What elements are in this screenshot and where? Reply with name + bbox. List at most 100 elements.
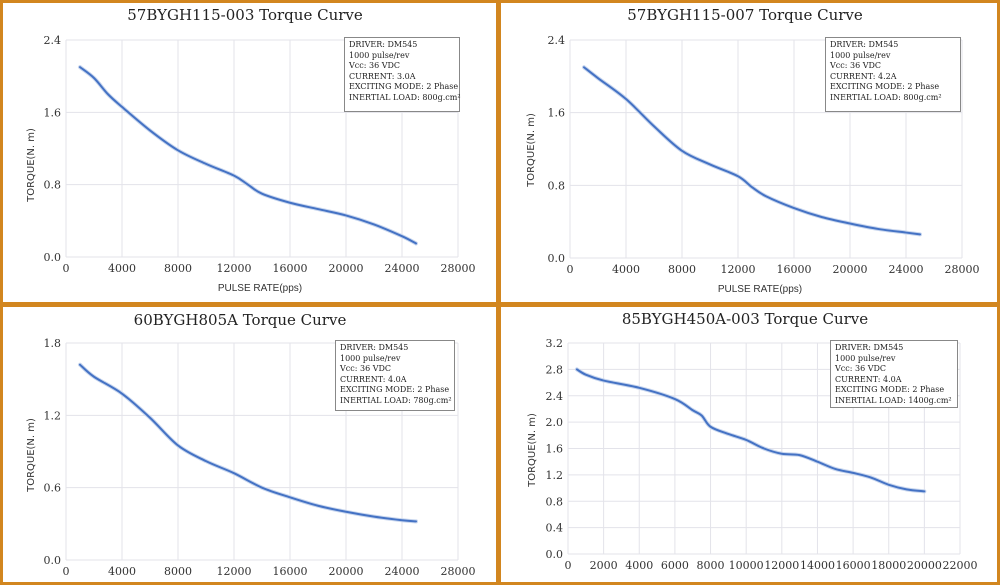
chart-title: 85BYGH450A-003 Torque Curve (622, 310, 868, 328)
y-tick-label: 1.6 (546, 443, 564, 456)
x-tick-label: 0 (565, 559, 572, 572)
y-tick-label: 1.6 (548, 107, 566, 120)
info-driver: DRIVER: DM545 (349, 40, 418, 49)
y-tick-label: 0.0 (546, 548, 564, 561)
x-tick-label: 20000 (329, 565, 364, 578)
chart-panel-57bygh115-003: 0 4000 8000 12000 16000 20000 24000 28000 0.0 0.8… (0, 0, 500, 305)
chart-axes: 0 4000 8000 12000 16000 20000 24000 28000 0.0 0.8… (44, 34, 476, 275)
info-mode: EXCITING MODE: 2 Phase (835, 385, 945, 394)
info-vcc: Vcc: 36 VDC (835, 364, 887, 373)
legend-info-box: DRIVER: DM545 1000 pulse/rev Vcc: 36 VDC… (830, 340, 958, 408)
chart-svg: 0 2000 4000 6000 8000 10000 12000 14000 16000 180… (527, 310, 978, 572)
x-tick-label: 12000 (217, 565, 252, 578)
y-tick-label: 0.4 (546, 522, 564, 535)
x-tick-label: 8000 (668, 263, 696, 276)
x-tick-label: 4000 (108, 262, 136, 275)
x-tick-label: 24000 (889, 263, 924, 276)
torque-line (79, 66, 417, 245)
chart-panel-60bygh805a: 0 4000 8000 12000 16000 20000 24000 28000 0.0 0.6… (0, 305, 500, 585)
legend-info-box: DRIVER: DM545 1000 pulse/rev Vcc: 36 VDC… (825, 37, 961, 112)
x-tick-label: 2000 (590, 559, 618, 572)
info-pulse: 1000 pulse/rev (830, 50, 891, 60)
x-tick-label: 16000 (273, 565, 308, 578)
info-load: INERTIAL LOAD: 800g.cm² (349, 92, 461, 102)
info-pulse: 1000 pulse/rev (340, 353, 401, 363)
x-tick-label: 28000 (441, 262, 476, 275)
panel-divider-horizontal (0, 302, 1000, 307)
x-tick-label: 24000 (385, 262, 420, 275)
info-current: CURRENT: 3.0A (349, 71, 416, 81)
x-tick-label: 6000 (661, 559, 689, 572)
x-tick-label: 18000 (871, 559, 906, 572)
info-mode: EXCITING MODE: 2 Phase (340, 385, 450, 394)
x-axis-label: PULSE RATE(pps) (718, 284, 802, 295)
x-tick-label: 20000 (329, 262, 364, 275)
y-tick-label: 0.8 (44, 179, 62, 192)
x-tick-label: 16000 (777, 263, 812, 276)
y-tick-label: 2.4 (44, 34, 62, 47)
y-tick-label: 0.0 (548, 252, 566, 265)
x-tick-label: 28000 (945, 263, 980, 276)
x-tick-label: 28000 (441, 565, 476, 578)
x-tick-label: 12000 (764, 559, 799, 572)
y-tick-label: 0.8 (548, 179, 566, 192)
legend-info-box: DRIVER: DM545 1000 pulse/rev Vcc: 36 VDC… (344, 37, 461, 112)
info-driver: DRIVER: DM545 (835, 343, 904, 352)
chart-axes: 0 2000 4000 6000 8000 10000 12000 14000 16000 180… (546, 337, 978, 572)
y-tick-label: 2.4 (546, 390, 564, 403)
info-vcc: Vcc: 36 VDC (349, 61, 401, 70)
x-tick-label: 24000 (385, 565, 420, 578)
info-driver: DRIVER: DM545 (340, 343, 409, 352)
x-tick-label: 0 (63, 262, 70, 275)
torque-line (583, 66, 921, 236)
legend-info-box: DRIVER: DM545 1000 pulse/rev Vcc: 36 VDC… (335, 340, 455, 411)
info-load: INERTIAL LOAD: 780g.cm² (340, 395, 452, 405)
x-tick-label: 10000 (729, 559, 764, 572)
x-tick-label: 8000 (164, 565, 192, 578)
x-tick-label: 8000 (164, 262, 192, 275)
y-axis-label: TORQUE(N. m) (26, 128, 37, 203)
info-mode: EXCITING MODE: 2 Phase (830, 82, 940, 91)
torque-line (79, 363, 417, 523)
x-tick-label: 4000 (612, 263, 640, 276)
y-axis-label: TORQUE(N. m) (527, 413, 538, 488)
info-current: CURRENT: 4.2A (830, 71, 897, 81)
x-tick-label: 0 (63, 565, 70, 578)
chart-series (78, 362, 418, 524)
chart-axes: 0 4000 8000 12000 16000 20000 24000 28000 0.0 0.6… (44, 337, 476, 578)
panel-divider-vertical (496, 0, 501, 585)
x-tick-label: 8000 (697, 559, 725, 572)
y-tick-label: 2.8 (546, 363, 564, 376)
y-tick-label: 0.8 (546, 495, 564, 508)
y-tick-label: 0.0 (44, 251, 62, 264)
y-tick-label: 0.6 (44, 482, 62, 495)
info-current: CURRENT: 4.0A (835, 374, 902, 384)
y-tick-label: 2.0 (546, 416, 564, 429)
chart-title: 57BYGH115-003 Torque Curve (127, 6, 363, 24)
info-load: INERTIAL LOAD: 800g.cm² (830, 92, 942, 102)
x-tick-label: 20000 (907, 559, 942, 572)
y-tick-label: 3.2 (546, 337, 564, 350)
x-tick-label: 20000 (833, 263, 868, 276)
x-tick-label: 12000 (217, 262, 252, 275)
chart-series (582, 65, 922, 237)
x-tick-label: 16000 (836, 559, 871, 572)
chart-panel-85bygh450a-003: 0 2000 4000 6000 8000 10000 12000 14000 16000 180… (500, 305, 1000, 585)
x-tick-label: 4000 (108, 565, 136, 578)
info-vcc: Vcc: 36 VDC (830, 61, 882, 70)
y-axis-label: TORQUE(N. m) (526, 113, 537, 188)
x-tick-label: 16000 (273, 262, 308, 275)
chart-svg: 0 4000 8000 12000 16000 20000 24000 28000 0.0 0.6… (26, 311, 476, 578)
chart-series (574, 367, 927, 494)
torque-line (575, 368, 926, 493)
chart-series (78, 65, 418, 246)
chart-panel-57bygh115-007: 0 4000 8000 12000 16000 20000 24000 28000 0.0 0.8… (500, 0, 1000, 305)
info-driver: DRIVER: DM545 (830, 40, 899, 49)
x-tick-label: 4000 (625, 559, 653, 572)
y-tick-label: 2.4 (548, 34, 566, 47)
info-pulse: 1000 pulse/rev (349, 50, 410, 60)
chart-title: 60BYGH805A Torque Curve (134, 311, 347, 329)
info-current: CURRENT: 4.0A (340, 374, 407, 384)
info-mode: EXCITING MODE: 2 Phase (349, 82, 459, 91)
x-axis-label: PULSE RATE(pps) (218, 283, 302, 294)
